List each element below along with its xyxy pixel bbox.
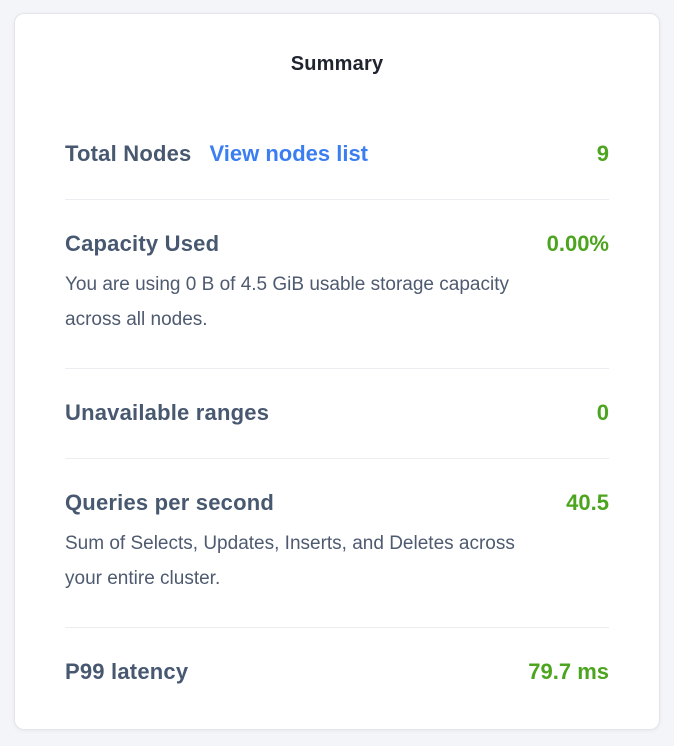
unavailable-ranges-label: Unavailable ranges xyxy=(65,400,270,425)
queries-per-second-row: Queries per second 40.5 xyxy=(65,488,609,517)
card-title: Summary xyxy=(290,53,384,75)
queries-per-second-label: Queries per second xyxy=(65,490,275,515)
p99-latency-section: P99 latency 79.7 ms xyxy=(65,627,609,717)
p99-latency-value: 79.7 ms xyxy=(528,659,609,684)
total-nodes-row: Total Nodes View nodes list 9 xyxy=(65,139,609,168)
unavailable-ranges-row: Unavailable ranges 0 xyxy=(65,398,609,427)
capacity-used-section: Capacity Used 0.00% You are using 0 B of… xyxy=(65,199,609,368)
capacity-used-row: Capacity Used 0.00% xyxy=(65,229,609,258)
capacity-used-description: You are using 0 B of 4.5 GiB usable stor… xyxy=(65,274,509,330)
view-nodes-link[interactable]: View nodes list xyxy=(209,141,369,166)
queries-per-second-value: 40.5 xyxy=(566,490,609,515)
p99-latency-label: P99 latency xyxy=(65,659,189,684)
total-nodes-label: Total Nodes xyxy=(65,141,192,166)
total-nodes-section: Total Nodes View nodes list 9 xyxy=(65,110,609,199)
capacity-used-value: 0.00% xyxy=(546,231,609,256)
p99-latency-row: P99 latency 79.7 ms xyxy=(65,657,609,686)
unavailable-ranges-value: 0 xyxy=(596,400,609,425)
queries-per-second-description: Sum of Selects, Updates, Inserts, and De… xyxy=(65,533,515,589)
queries-per-second-section: Queries per second 40.5 Sum of Selects, … xyxy=(65,458,609,627)
unavailable-ranges-section: Unavailable ranges 0 xyxy=(65,368,609,458)
capacity-used-label: Capacity Used xyxy=(65,231,220,256)
total-nodes-value: 9 xyxy=(596,141,609,166)
summary-card: Summary Total Nodes View nodes list 9 Ca… xyxy=(14,13,660,730)
